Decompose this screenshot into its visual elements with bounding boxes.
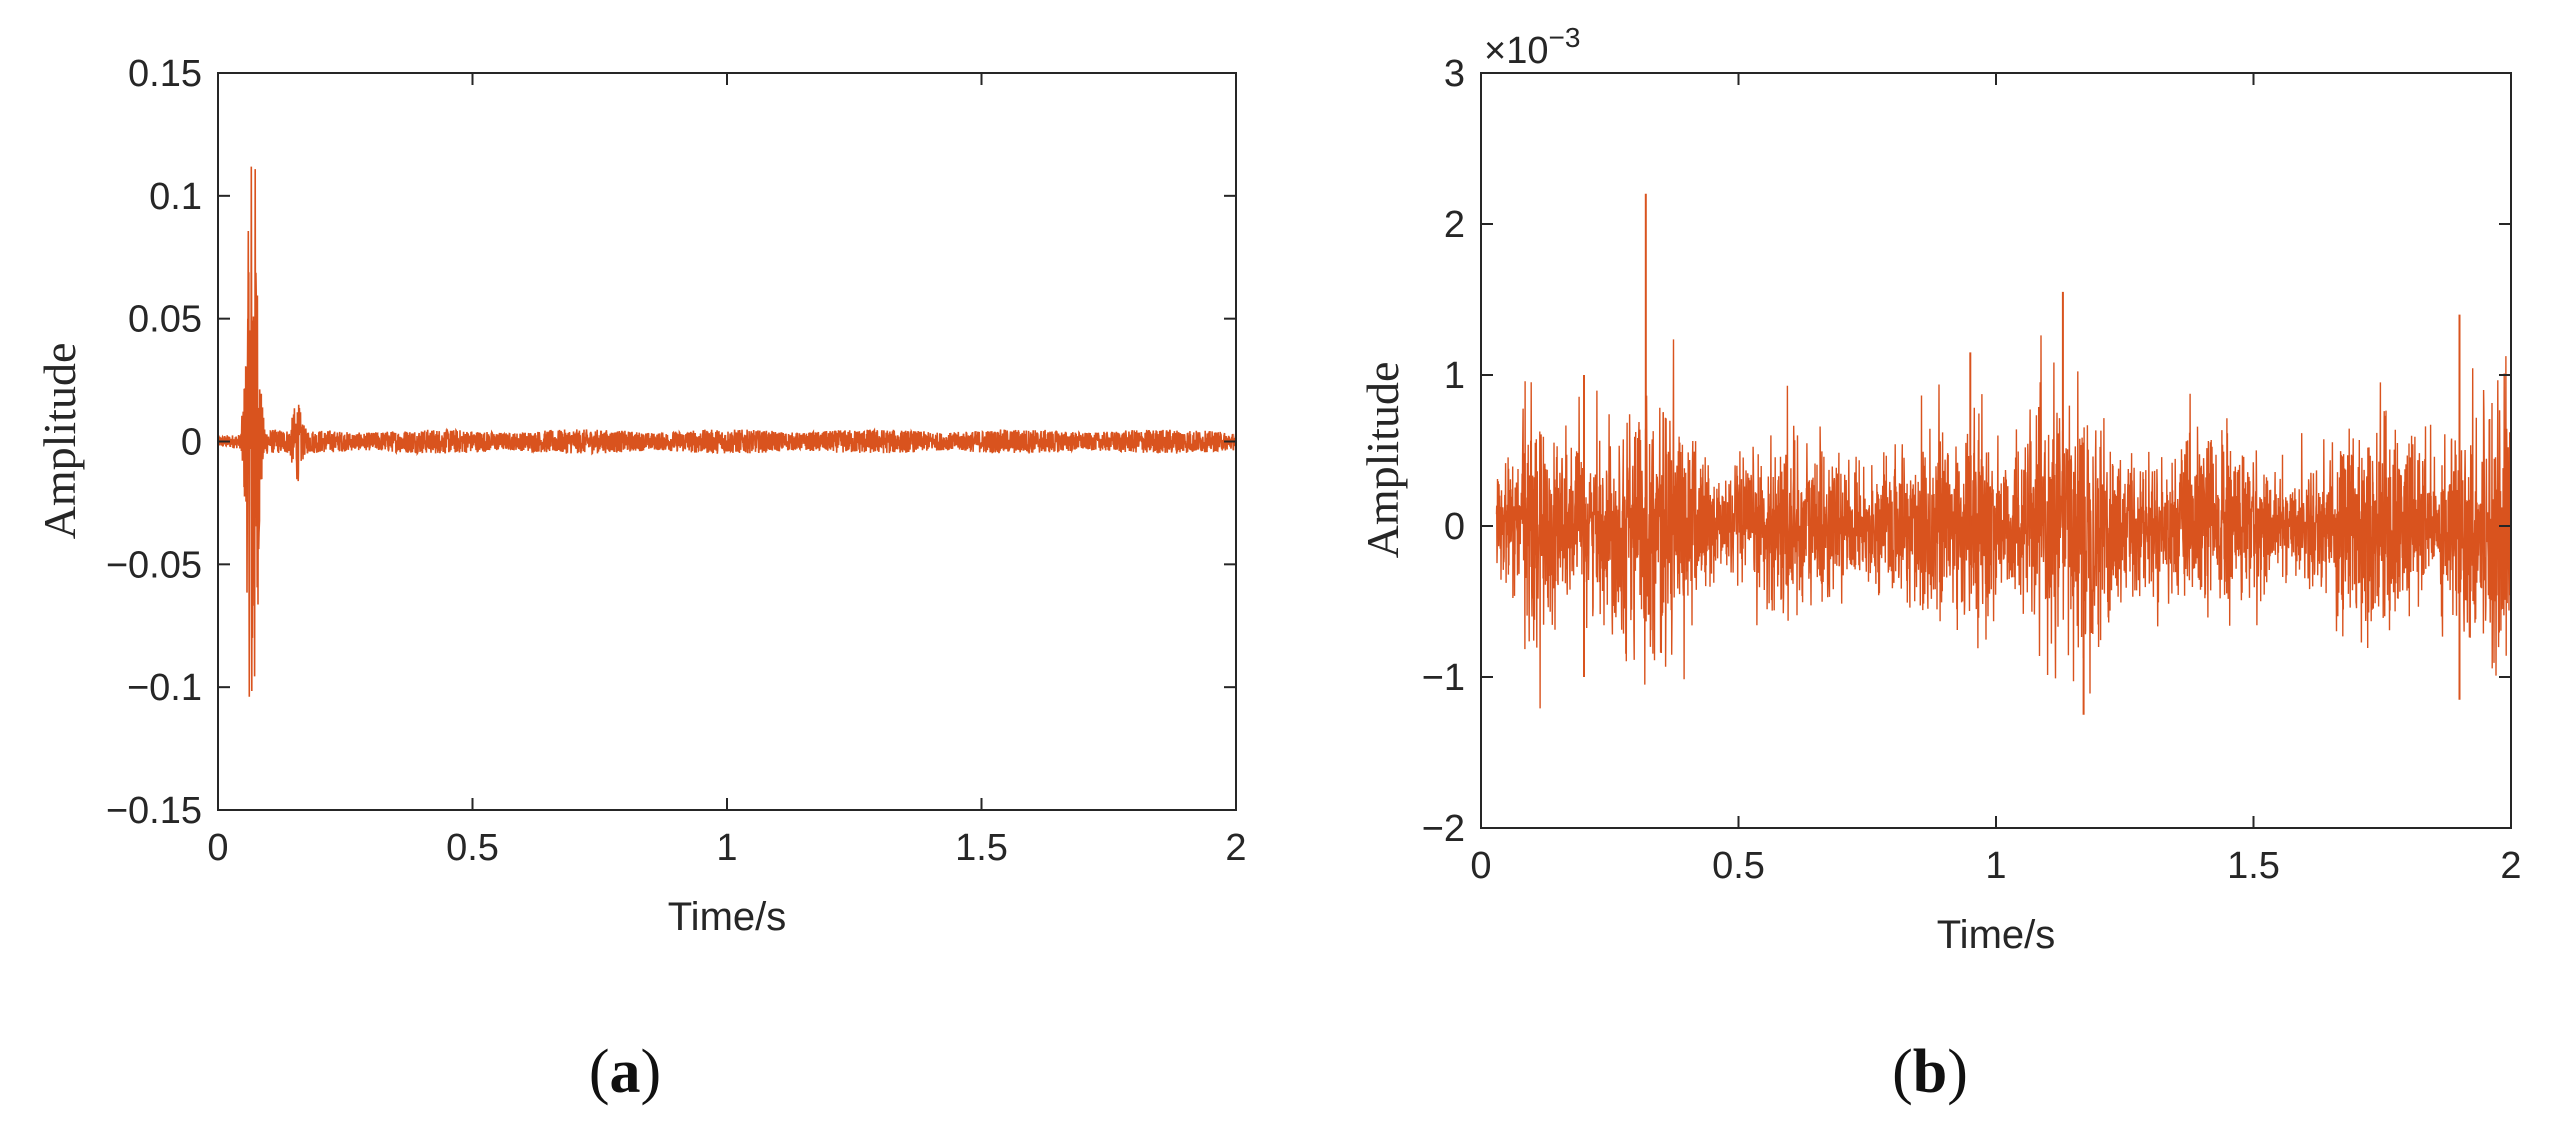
panel-a-y-ticks: 0.15 0.1 0.05 0 −0.05 −0.1 −0.15 [106, 53, 1236, 832]
panel-b-x-axis-title: Time/s [1937, 913, 2056, 957]
panel-a-chart: 0 0.5 1 1.5 2 0.15 0.1 0.05 0 −0.05 −0.1 −0.15 Tim… [34, 53, 1247, 939]
panel-a-y-tick-label: 0.1 [149, 176, 202, 218]
panel-a-y-tick-label: −0.05 [106, 544, 202, 586]
panel-a-x-tick-label: 0 [207, 827, 228, 869]
panel-a-y-tick-label: 0.05 [128, 299, 202, 341]
panel-a-caption-letter: a [610, 1038, 641, 1106]
panel-a-y-tick-label: 0.15 [128, 53, 202, 95]
panel-b-caption: (b) [1892, 1038, 1968, 1106]
panel-b-x-tick-label: 2 [2500, 845, 2521, 887]
panel-b-y-tick-label: 0 [1444, 506, 1465, 548]
panel-b-exponent-base: ×10 [1484, 30, 1548, 72]
panel-a-y-tick-label: −0.1 [127, 667, 202, 709]
panel-b-y-tick-label: −2 [1422, 808, 1465, 850]
panel-b-x-tick-label: 0.5 [1712, 845, 1765, 887]
panel-b-x-ticks: 0 0.5 1 1.5 2 [1470, 73, 2522, 887]
panel-a-y-axis-title: Amplitude [34, 343, 85, 540]
panel-b-signal-trace [1495, 193, 2512, 715]
panel-b-x-tick-label: 1 [1985, 845, 2006, 887]
panel-b-y-tick-label: 2 [1444, 204, 1465, 246]
panel-a-signal-line [217, 166, 1237, 697]
panel-a-y-tick-label: 0 [181, 422, 202, 464]
panel-a-x-tick-label: 1.5 [955, 827, 1008, 869]
panel-a-x-ticks: 0 0.5 1 1.5 2 [207, 73, 1247, 869]
panel-b-exponent-power: −3 [1548, 22, 1580, 53]
panel-b-y-tick-label: 3 [1444, 53, 1465, 95]
panel-b-y-tick-label: 1 [1444, 355, 1465, 397]
panel-b-signal-line [1495, 335, 2512, 709]
panel-b-y-tick-label: −1 [1422, 657, 1465, 699]
panel-a-x-axis-title: Time/s [668, 895, 787, 939]
panel-b-y-axis-title: Amplitude [1357, 362, 1408, 559]
panel-b-x-tick-label: 0 [1470, 845, 1491, 887]
panel-a-x-tick-label: 0.5 [446, 827, 499, 869]
panel-a-signal-trace [217, 166, 1237, 697]
panel-a-x-tick-label: 1 [716, 827, 737, 869]
panel-b-exponent-label: ×10−3 [1484, 22, 1580, 72]
panel-b-y-ticks: 3 2 1 0 −1 −2 [1422, 53, 2511, 850]
panel-b-signal-spikes [1583, 193, 2461, 715]
panel-b-x-tick-label: 1.5 [2227, 845, 2280, 887]
panel-b-chart: 0 0.5 1 1.5 2 3 2 1 0 −1 −2 ×10−3 Time/s Amplitud… [1357, 22, 2522, 957]
panel-a-caption: (a) [589, 1038, 661, 1106]
panel-a-x-tick-label: 2 [1225, 827, 1246, 869]
panel-a-y-tick-label: −0.15 [106, 790, 202, 832]
panel-b-caption-letter: b [1913, 1038, 1947, 1106]
